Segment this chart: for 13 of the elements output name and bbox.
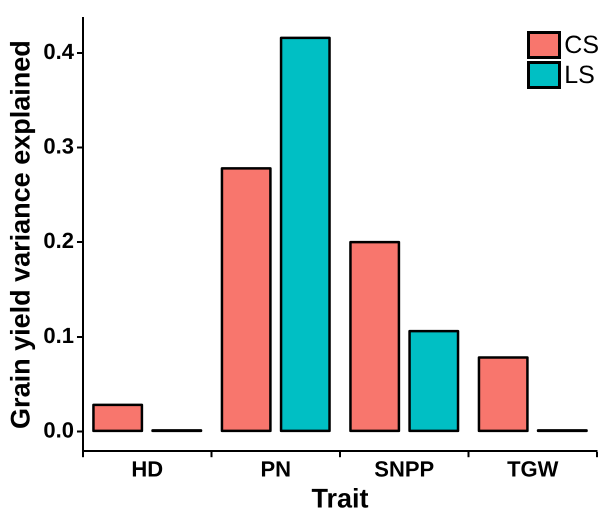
y-tick-label: 0.4 [43, 39, 75, 64]
x-tick-label: SNPP [374, 456, 434, 482]
x-tick-label: PN [260, 456, 292, 482]
x-axis-title: Trait [311, 483, 369, 514]
legend-label: LS [564, 60, 595, 90]
legend-label: CS [564, 30, 599, 60]
y-tick-label: 0.3 [43, 134, 74, 159]
x-tick-label: TGW [507, 456, 559, 482]
y-tick-label: 0.0 [43, 417, 74, 442]
y-tick-label: 0.2 [43, 228, 74, 254]
x-tick-label: HD [131, 456, 164, 482]
y-tick-label: 0.1 [43, 322, 74, 348]
y-axis-title: Grain yield variance explained [6, 40, 36, 429]
